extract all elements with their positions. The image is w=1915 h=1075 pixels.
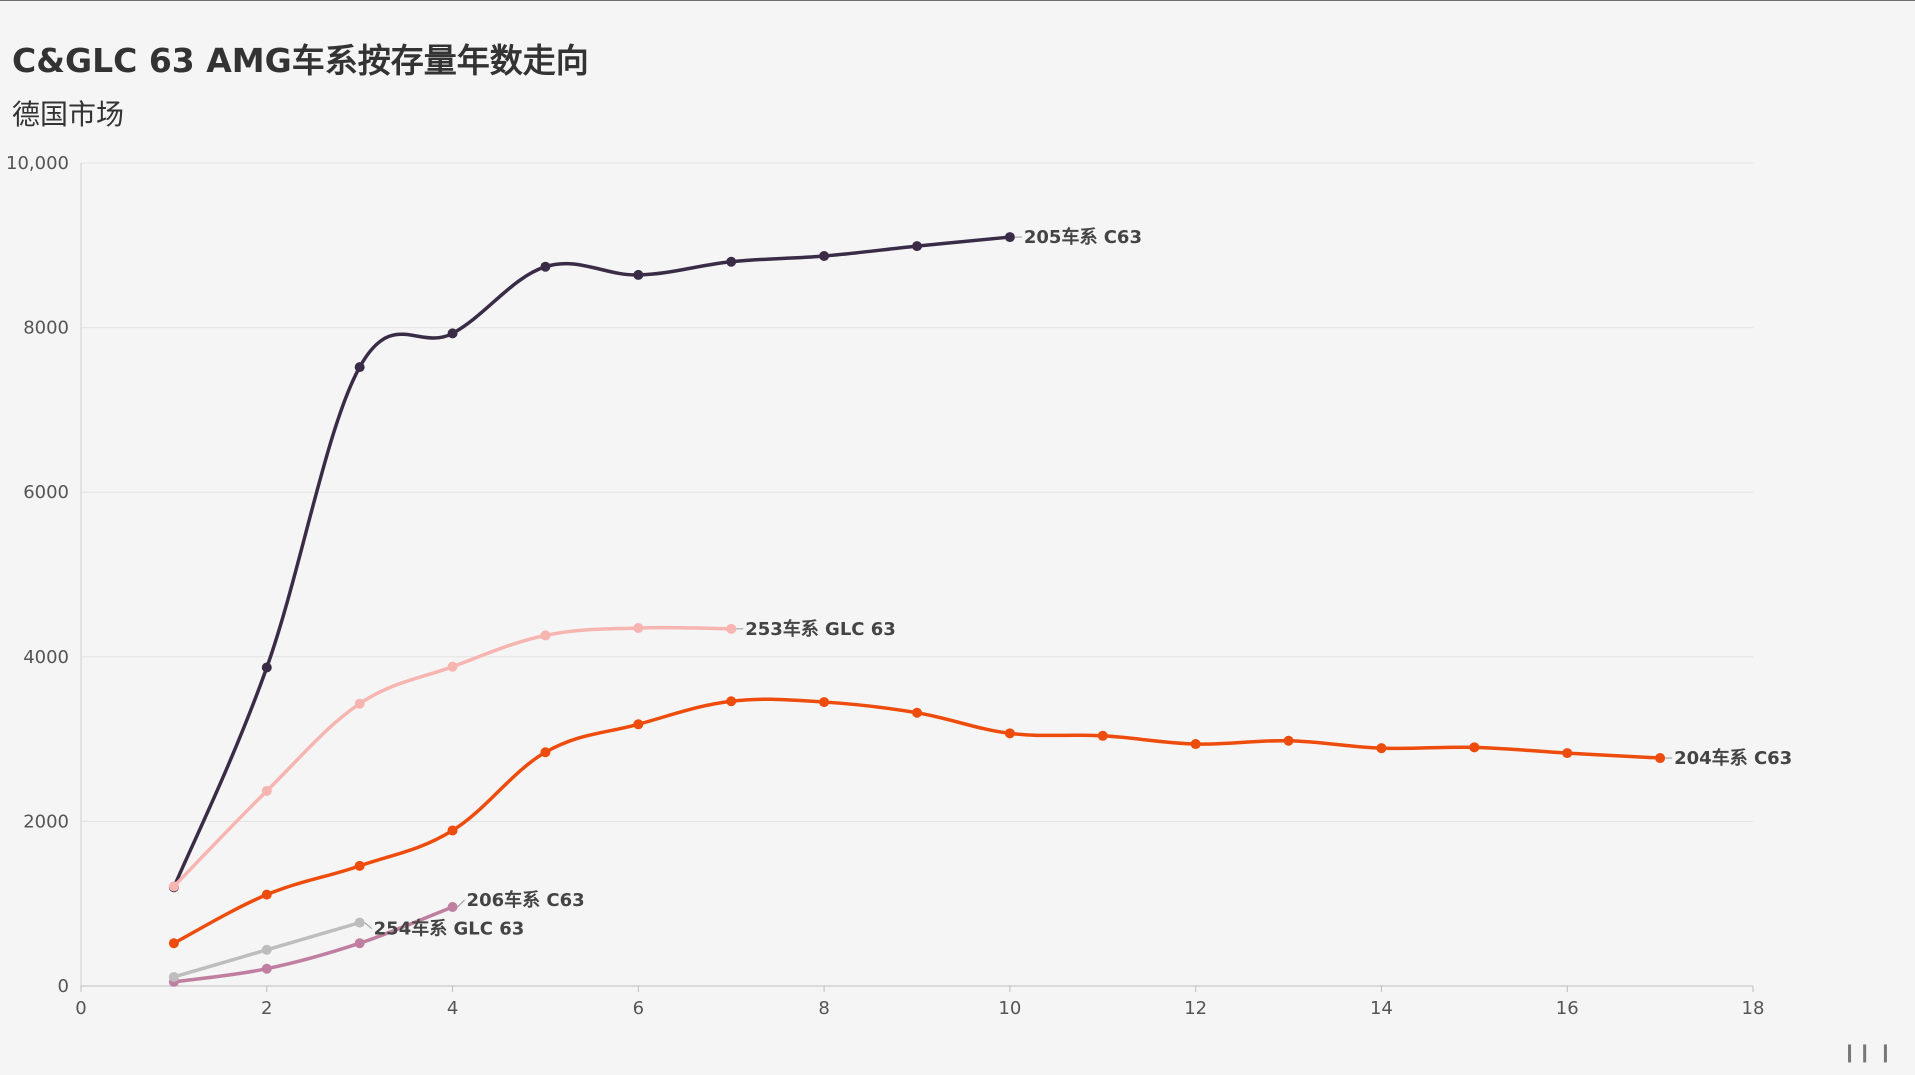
data-point — [1190, 739, 1201, 750]
data-point — [261, 944, 272, 955]
data-point — [819, 250, 830, 261]
series-line — [172, 235, 1012, 889]
data-point — [354, 917, 365, 928]
data-point — [168, 881, 179, 892]
x-tick-label: 4 — [447, 998, 458, 1019]
data-point — [633, 719, 644, 730]
series-1 — [168, 622, 737, 892]
label-leader-line — [457, 899, 465, 908]
data-point — [1562, 748, 1573, 759]
series-label: 204车系 C63 — [1674, 747, 1792, 769]
series-group — [168, 232, 1666, 987]
data-point — [1655, 753, 1666, 764]
data-point — [540, 630, 551, 641]
data-point — [447, 901, 458, 912]
series-label: 205车系 C63 — [1024, 226, 1142, 248]
x-tick-label: 12 — [1184, 998, 1207, 1019]
data-point — [633, 622, 644, 633]
y-tick-label: 4000 — [23, 647, 69, 668]
series-2 — [168, 696, 1666, 949]
chart-subtitle: 德国市场 — [12, 98, 125, 131]
data-point — [540, 261, 551, 272]
data-point — [726, 256, 737, 267]
data-point — [726, 623, 737, 634]
data-point — [261, 963, 272, 974]
x-tick-label: 8 — [818, 998, 829, 1019]
series-3 — [168, 901, 458, 987]
data-point — [261, 662, 272, 673]
chart-title: C&GLC 63 AMG车系按存量年数走向 — [12, 41, 589, 80]
data-point — [261, 889, 272, 900]
data-point — [261, 785, 272, 796]
y-tick-label: 2000 — [23, 811, 69, 832]
label-leader-line — [364, 922, 372, 930]
data-point — [912, 707, 922, 718]
data-point — [447, 825, 458, 836]
x-tick-label: 2 — [261, 998, 272, 1019]
data-point — [354, 860, 365, 871]
data-point — [447, 328, 458, 339]
watermark-icon: ❙❙ ❙ — [1842, 1042, 1893, 1063]
y-tick-label: 8000 — [23, 318, 69, 339]
top-border — [0, 0, 1915, 1]
data-point — [168, 938, 179, 949]
data-point — [1376, 743, 1387, 754]
grid-lines — [81, 162, 1753, 822]
series-line — [172, 697, 1662, 945]
series-0 — [168, 232, 1015, 893]
data-point — [1469, 742, 1480, 753]
data-point — [819, 697, 830, 708]
data-point — [168, 971, 179, 982]
series-labels: 205车系 C63 253车系 GLC 63 204车系 C63 206车系 C63 2… — [364, 226, 1792, 940]
data-point — [540, 747, 551, 758]
data-point — [1097, 730, 1108, 741]
series-line — [172, 905, 455, 984]
series-label: 206车系 C63 — [467, 889, 585, 911]
data-point — [1283, 735, 1294, 746]
data-point — [447, 661, 458, 672]
data-point — [912, 241, 922, 252]
series-label: 254车系 GLC 63 — [374, 918, 525, 940]
series-label: 253车系 GLC 63 — [745, 618, 896, 640]
x-tick-labels: 0 2 4 6 8 10 12 14 16 18 — [75, 998, 1764, 1019]
x-tick-label: 0 — [75, 998, 86, 1019]
axes — [80, 163, 1754, 992]
y-tick-labels: 0 2000 4000 6000 8000 10,000 — [6, 153, 69, 997]
data-point — [354, 362, 365, 373]
data-point — [633, 269, 644, 280]
x-tick-label: 16 — [1556, 998, 1579, 1019]
x-tick-label: 18 — [1742, 998, 1765, 1019]
series-4 — [168, 917, 365, 982]
x-tick-label: 14 — [1370, 998, 1393, 1019]
data-point — [1004, 728, 1015, 739]
y-tick-label: 0 — [58, 976, 69, 997]
data-point — [1004, 232, 1015, 243]
x-tick-label: 6 — [633, 998, 644, 1019]
data-point — [354, 938, 365, 949]
data-point — [726, 696, 737, 707]
x-tick-label: 10 — [998, 998, 1021, 1019]
data-point — [354, 698, 365, 709]
y-tick-label: 6000 — [23, 482, 69, 503]
y-tick-label: 10,000 — [6, 153, 69, 174]
